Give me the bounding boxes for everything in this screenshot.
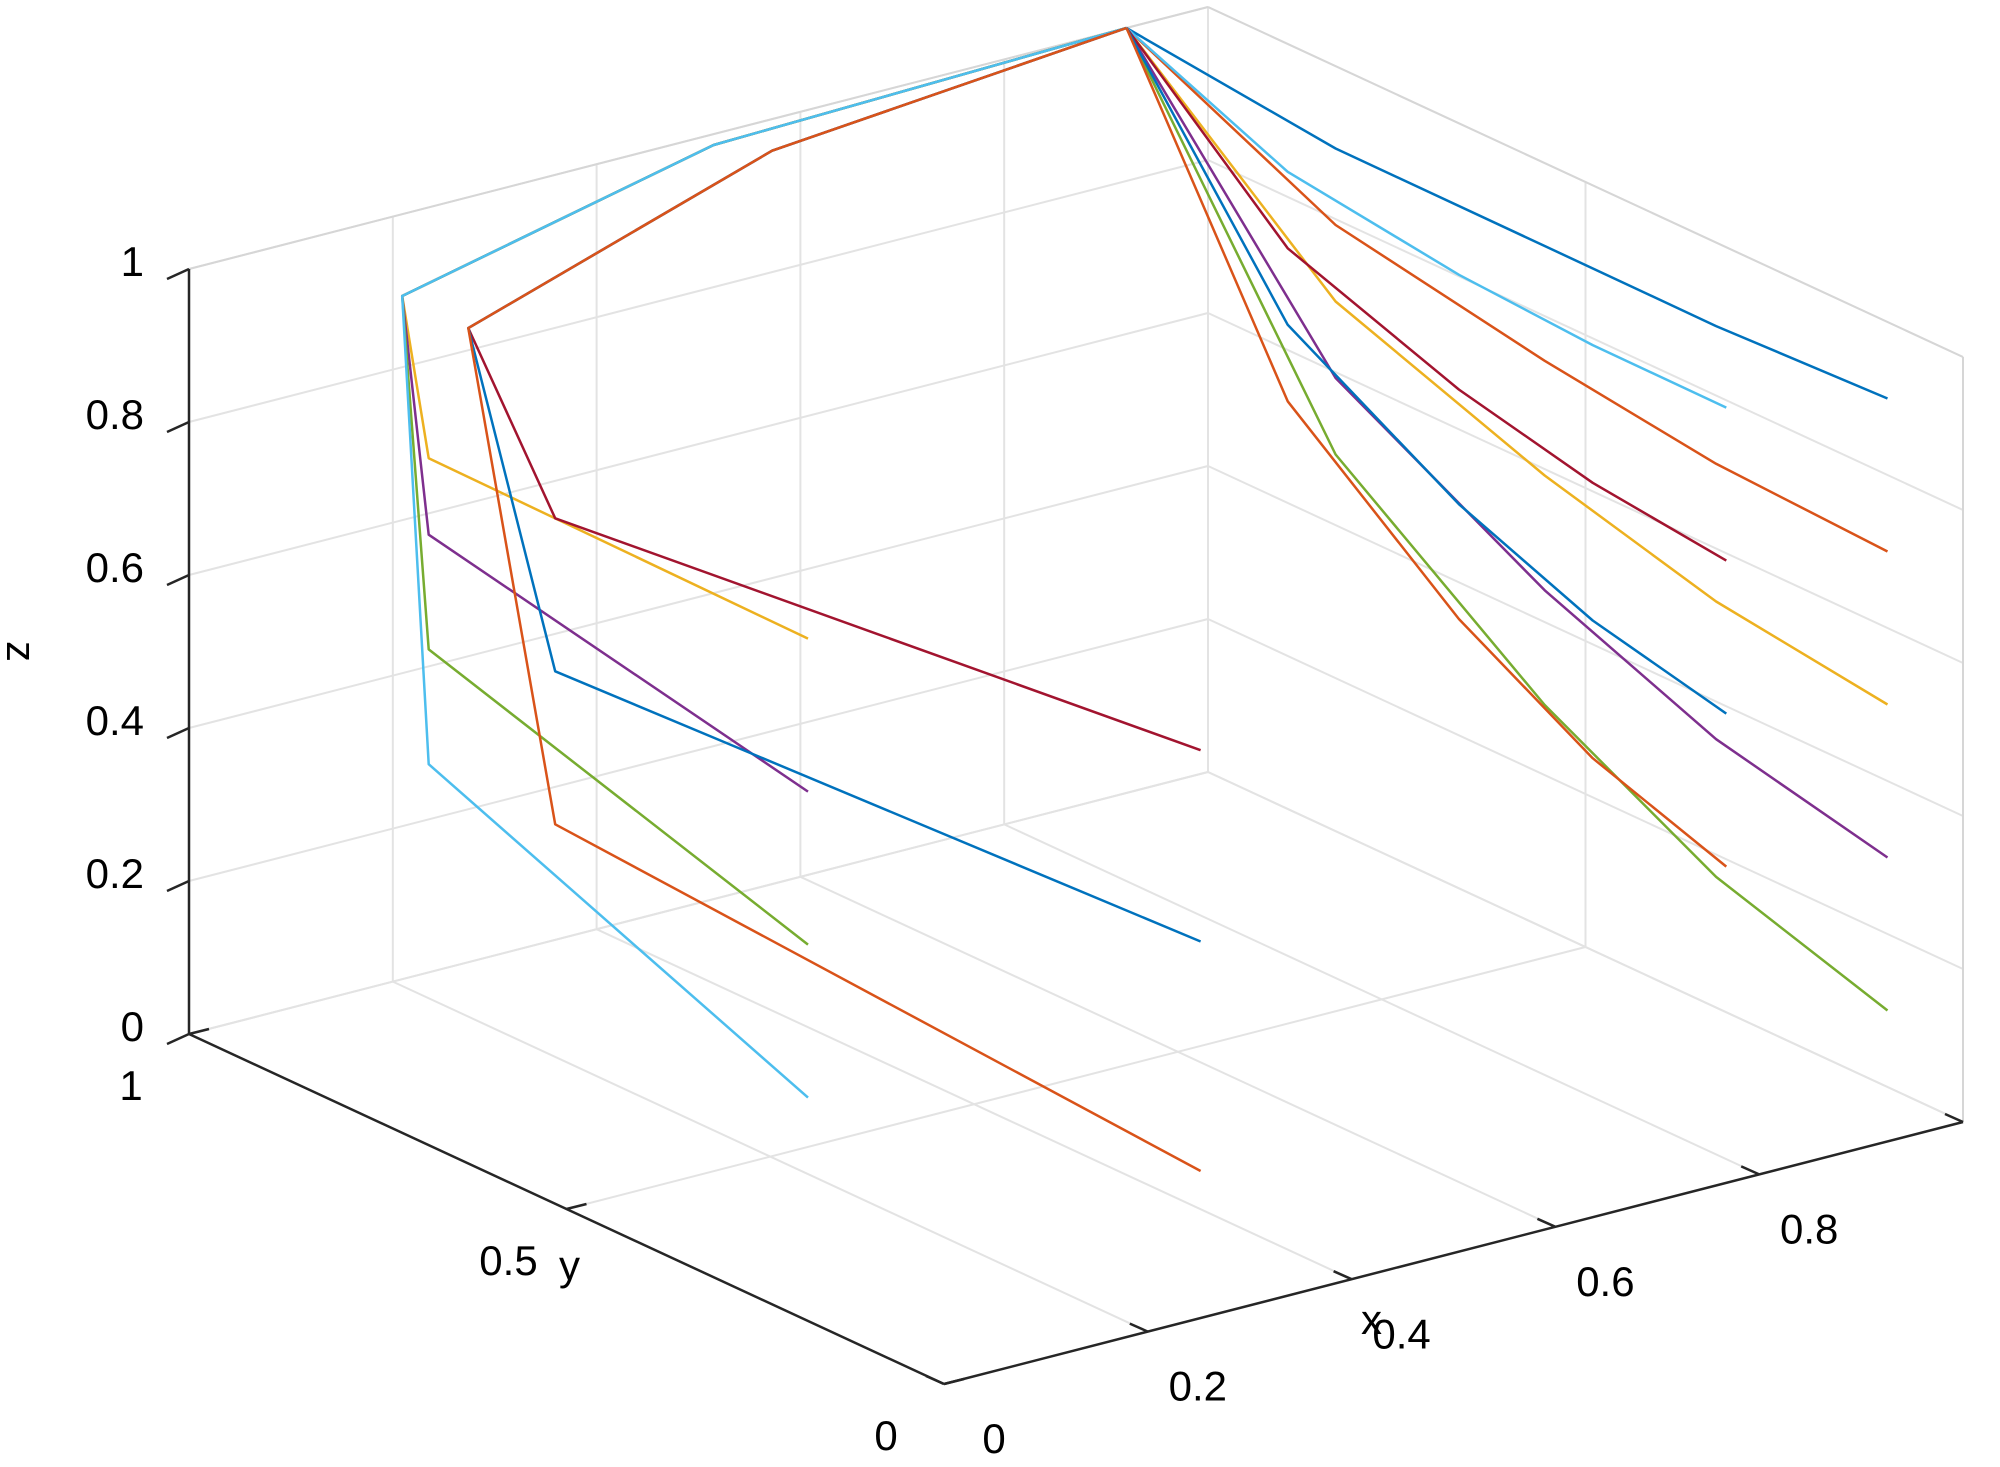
y-tick-label: 1 — [119, 1062, 142, 1109]
z-tick-label: 0.8 — [86, 391, 144, 438]
y-tick — [566, 1202, 587, 1211]
trajectory — [1125, 26, 1888, 400]
trajectory — [400, 26, 1127, 793]
z-tick-label: 1 — [121, 238, 144, 285]
z-tick — [166, 726, 190, 740]
y-tick — [188, 1027, 210, 1036]
x-tick — [1129, 1322, 1149, 1333]
trajectory — [1125, 27, 1889, 1012]
z-axis-label: z — [0, 641, 45, 662]
trajectory — [1125, 27, 1728, 715]
z-tick-label: 0.2 — [86, 850, 144, 897]
trajectory — [1125, 27, 1728, 868]
trajectory — [1125, 27, 1727, 562]
x-tick — [1740, 1165, 1760, 1176]
grid-line — [188, 312, 1209, 576]
x-tick — [1944, 1112, 1964, 1124]
x-tick-label: 0.2 — [1169, 1363, 1227, 1410]
x-tick-label: 0.8 — [1780, 1205, 1838, 1252]
z-tick — [166, 420, 190, 434]
z-tick — [166, 573, 190, 587]
y-tick-label: 0.5 — [479, 1237, 537, 1284]
grid-line — [188, 618, 1209, 882]
z-tick-label: 0 — [121, 1003, 144, 1050]
x-axis — [943, 1120, 1964, 1386]
grid-line — [566, 946, 1586, 1210]
z-tick — [166, 879, 190, 893]
trajectory — [1125, 27, 1889, 706]
trajectory — [467, 26, 1202, 1173]
x-tick-label: 0 — [982, 1415, 1005, 1462]
x-tick — [1333, 1270, 1353, 1281]
grid-line — [188, 771, 1209, 1035]
trajectory — [467, 26, 1202, 943]
z-tick-label: 0.6 — [86, 544, 144, 591]
grid-line — [188, 159, 1209, 423]
trajectory — [400, 26, 1127, 946]
z-tick — [166, 267, 190, 281]
z-tick — [166, 1032, 190, 1046]
y-axis-label: y — [559, 1242, 580, 1289]
x-tick — [925, 1374, 945, 1386]
trajectory — [1125, 27, 1727, 409]
x-axis-label: x — [1361, 1296, 1382, 1343]
box-edge — [1207, 6, 1964, 358]
x-tick-label: 0.4 — [1372, 1310, 1430, 1357]
y-tick — [943, 1377, 965, 1386]
trajectory — [400, 26, 1127, 640]
grid-line — [188, 465, 1209, 729]
box-edge — [188, 6, 1209, 270]
trajectory — [467, 26, 1202, 752]
trajectory — [1125, 27, 1889, 553]
trajectory — [1125, 27, 1889, 859]
z-tick-label: 0.4 — [86, 697, 144, 744]
x-tick-label: 0.6 — [1576, 1258, 1634, 1305]
trajectory — [400, 26, 1127, 1099]
y-tick-label: 0 — [874, 1412, 897, 1459]
x-tick — [1536, 1217, 1556, 1228]
